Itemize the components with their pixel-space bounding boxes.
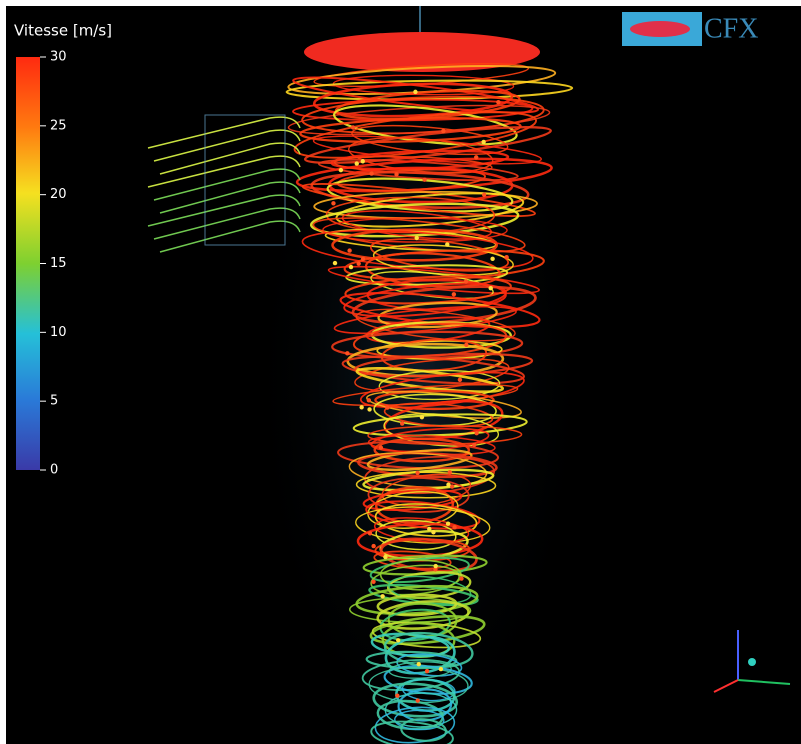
- particle: [371, 580, 375, 584]
- particle: [380, 594, 384, 598]
- particle: [459, 576, 463, 580]
- tick-label: 0: [50, 463, 58, 478]
- particle: [458, 378, 462, 382]
- particle: [489, 286, 493, 290]
- particle: [441, 129, 445, 133]
- particle: [464, 279, 468, 283]
- tick-label: 10: [50, 325, 67, 340]
- particle: [474, 431, 478, 435]
- particle: [425, 669, 429, 673]
- axis-marker: [748, 658, 756, 666]
- particle: [355, 161, 359, 165]
- particle: [331, 201, 335, 205]
- particle: [396, 638, 400, 642]
- particle: [339, 168, 343, 172]
- particle: [439, 667, 443, 671]
- particle: [445, 242, 449, 246]
- particle: [383, 555, 387, 559]
- particle: [369, 171, 373, 175]
- particle: [347, 248, 351, 252]
- viewport: Vitesse [m/s] 30 25 20 15 10 5 0 CFX: [0, 0, 801, 744]
- particle: [368, 531, 372, 535]
- particle: [415, 471, 419, 475]
- particle: [433, 564, 437, 568]
- particle: [420, 415, 424, 419]
- particle: [361, 257, 365, 261]
- particle: [422, 177, 426, 181]
- particle: [415, 236, 419, 240]
- particle: [417, 662, 421, 666]
- particle: [504, 255, 508, 259]
- particle: [481, 140, 485, 144]
- particle: [416, 698, 420, 702]
- particle: [400, 421, 404, 425]
- particle: [345, 351, 349, 355]
- particle: [349, 265, 353, 269]
- tick-label: 25: [50, 118, 67, 133]
- particle: [448, 470, 452, 474]
- logo-text: CFX: [704, 13, 758, 44]
- tick-label: 15: [50, 256, 67, 271]
- particle: [395, 693, 399, 697]
- particle: [361, 159, 365, 163]
- particle: [452, 292, 456, 296]
- particle: [482, 193, 486, 197]
- logo-icon: [630, 21, 690, 37]
- particle: [356, 261, 360, 265]
- particle: [385, 405, 389, 409]
- tick-label: 20: [50, 187, 67, 202]
- particle: [427, 527, 431, 531]
- particle: [413, 90, 417, 94]
- particle: [367, 407, 371, 411]
- particle: [333, 261, 337, 265]
- particle: [452, 525, 456, 529]
- particle: [490, 257, 494, 261]
- particle: [431, 530, 435, 534]
- particle: [367, 398, 371, 402]
- tick-label: 5: [50, 394, 58, 409]
- particle: [446, 522, 450, 526]
- tick-label: 30: [50, 50, 67, 65]
- page: Vitesse [m/s] 302520151050 CFX (() => { …: [0, 0, 801, 744]
- particle: [394, 172, 398, 176]
- colorbar: [16, 57, 40, 470]
- particle: [446, 483, 450, 487]
- particle: [496, 100, 500, 104]
- particle: [474, 155, 478, 159]
- particle: [359, 405, 363, 409]
- particle: [464, 343, 468, 347]
- particle: [472, 443, 476, 447]
- particle: [379, 445, 383, 449]
- particle: [371, 544, 375, 548]
- legend-title: Vitesse [m/s]: [14, 22, 112, 40]
- particle: [351, 125, 355, 129]
